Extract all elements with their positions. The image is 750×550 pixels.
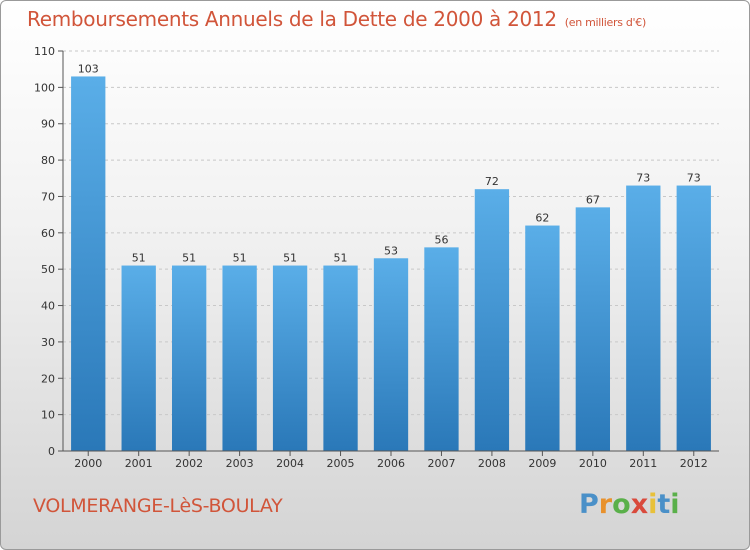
bar	[424, 247, 459, 451]
bar	[676, 185, 711, 451]
y-tick-label: 40	[41, 300, 55, 313]
bar-value-label: 103	[78, 62, 99, 75]
x-axis: 2000 2001 2002 2003 2004 2005 2006 2007 2008 2009…	[63, 450, 719, 470]
bar-value-label: 51	[182, 252, 196, 265]
bar	[525, 225, 560, 451]
bar	[222, 265, 257, 451]
logo-letter: i	[670, 489, 680, 520]
bar-value-label: 53	[384, 244, 398, 257]
bar	[575, 207, 611, 451]
bar	[474, 189, 510, 451]
bar-value-label: 56	[434, 233, 448, 246]
bar	[626, 185, 661, 451]
y-tick-label: 30	[41, 336, 55, 349]
x-tick-label: 2001	[125, 457, 153, 470]
y-tick-label: 90	[41, 118, 55, 131]
x-tick-label: 2007	[427, 457, 455, 470]
x-tick-label: 2012	[680, 457, 708, 470]
logo-letter: r	[598, 489, 613, 520]
bars: 103 51 51 51 51 51 53 56 72 62 67 73 73	[71, 62, 711, 452]
bar	[171, 265, 207, 451]
x-tick-label: 2002	[175, 457, 203, 470]
x-tick-label: 2010	[579, 457, 607, 470]
bar	[71, 76, 106, 452]
bar-value-label: 67	[586, 193, 600, 206]
x-tick-label: 2000	[74, 457, 102, 470]
y-tick-label: 100	[34, 81, 55, 94]
y-tick-label: 0	[48, 445, 55, 458]
bar-value-label: 73	[687, 172, 701, 185]
chart-title: Remboursements Annuels de la Dette de 20…	[27, 7, 646, 31]
x-tick-label: 2003	[226, 457, 254, 470]
x-tick-label: 2005	[327, 457, 355, 470]
bar-value-label: 51	[334, 252, 348, 265]
bar-value-label: 51	[233, 252, 247, 265]
chart-title-text: Remboursements Annuels de la Dette de 20…	[27, 7, 557, 31]
bar-value-label: 62	[535, 212, 549, 225]
logo-letter: x	[630, 489, 649, 520]
x-tick-label: 2009	[528, 457, 556, 470]
bar	[373, 258, 409, 451]
y-axis: 0 10 20 30 40 50 60 70 80 90 100 110	[34, 45, 64, 458]
y-tick-label: 70	[41, 190, 55, 203]
x-tick-label: 2004	[276, 457, 304, 470]
proxiti-logo: Proxiti	[579, 489, 680, 520]
logo-letter: o	[612, 489, 631, 520]
x-tick-label: 2011	[629, 457, 657, 470]
logo-letter: P	[579, 489, 599, 520]
y-tick-label: 110	[34, 45, 55, 58]
x-tick-label: 2006	[377, 457, 405, 470]
bar-value-label: 73	[636, 172, 650, 185]
x-tick-label: 2008	[478, 457, 506, 470]
bar-value-label: 72	[485, 175, 499, 188]
unit-note: (en milliers d'€)	[564, 16, 646, 29]
bar-value-label: 51	[283, 252, 297, 265]
y-tick-label: 80	[41, 154, 55, 167]
logo-letter: i	[648, 489, 658, 520]
commune-name: VOLMERANGE-LèS-BOULAY	[33, 495, 283, 517]
y-tick-label: 20	[41, 372, 55, 385]
bar	[121, 265, 156, 451]
y-tick-label: 60	[41, 227, 55, 240]
logo-letter: t	[657, 489, 671, 520]
bar	[272, 265, 308, 451]
y-tick-label: 10	[41, 409, 55, 422]
bar	[323, 265, 358, 451]
y-tick-label: 50	[41, 263, 55, 276]
bar-value-label: 51	[132, 252, 146, 265]
